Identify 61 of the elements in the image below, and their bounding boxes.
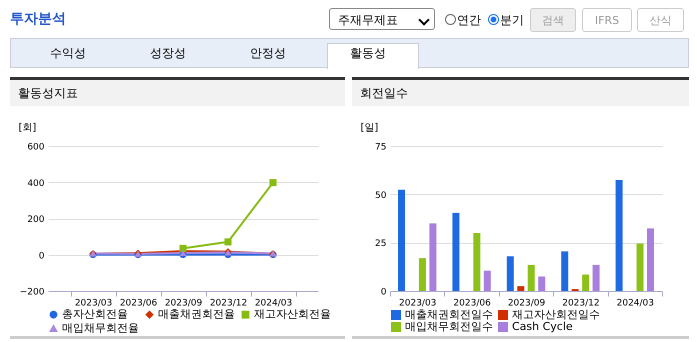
text: 연간 bbox=[457, 12, 481, 29]
x-tick-label: 2023/12 bbox=[210, 298, 248, 308]
x-tick-label: 2023/09 bbox=[164, 298, 202, 308]
y-tick-label: 75 bbox=[375, 142, 386, 152]
bar bbox=[538, 276, 546, 291]
text: 검색 bbox=[530, 8, 576, 32]
y-tick-label: 25 bbox=[375, 239, 386, 250]
chart-title: 회전일수 bbox=[352, 80, 689, 106]
legend-label: 매출채권회전율 bbox=[158, 308, 235, 321]
bar bbox=[561, 251, 568, 291]
text: 분기 bbox=[500, 12, 524, 29]
x-tick-label: 2024/03 bbox=[616, 298, 654, 308]
x-tick-label: 2023/12 bbox=[562, 298, 600, 308]
bar bbox=[616, 180, 623, 291]
y-tick-label: 50 bbox=[375, 190, 387, 201]
text: IFRS bbox=[582, 8, 632, 32]
legend-label: 매출채권회전일수 bbox=[405, 308, 493, 321]
text: 안정성 bbox=[250, 45, 286, 62]
y-tick-label: −200 bbox=[20, 288, 45, 298]
bar bbox=[418, 258, 426, 291]
text: 투자분석 bbox=[10, 10, 66, 28]
x-tick-label: 2023/09 bbox=[508, 298, 546, 308]
bar bbox=[636, 243, 644, 291]
y-tick-label: 0 bbox=[38, 251, 45, 262]
y-tick-label: 0 bbox=[380, 288, 387, 298]
bar bbox=[398, 190, 406, 291]
bar bbox=[517, 286, 524, 291]
x-tick-label: 2023/03 bbox=[399, 298, 436, 308]
text: 주재무제표 bbox=[329, 8, 435, 30]
bar bbox=[429, 223, 436, 291]
legend-label: 매입채무회전율 bbox=[62, 322, 139, 334]
x-tick-label: 2023/03 bbox=[74, 298, 112, 308]
bar bbox=[506, 256, 514, 291]
text: 수익성 bbox=[50, 45, 86, 62]
text: 성장성 bbox=[150, 45, 186, 62]
point bbox=[224, 238, 232, 246]
bar bbox=[646, 228, 654, 291]
legend-label: 총자산회전율 bbox=[62, 308, 128, 321]
y-axis-title: [일] bbox=[360, 122, 378, 134]
bar bbox=[452, 212, 460, 291]
bar bbox=[592, 264, 600, 291]
bar bbox=[528, 264, 535, 291]
x-tick-label: 2023/06 bbox=[120, 298, 158, 308]
y-tick-label: 400 bbox=[27, 178, 45, 189]
legend-label: 매입채무회전일수 bbox=[405, 320, 493, 333]
point bbox=[269, 179, 277, 186]
y-axis-title: [회] bbox=[18, 122, 36, 134]
x-tick-label: 2024/03 bbox=[254, 298, 292, 308]
text: 산식 bbox=[637, 8, 684, 32]
y-tick-label: 600 bbox=[27, 142, 45, 152]
legend-label: Cash Cycle bbox=[512, 320, 573, 333]
legend-label: 재고자산회전율 bbox=[254, 308, 331, 321]
text: 활동성 bbox=[350, 45, 386, 62]
legend-label: 재고자산회전일수 bbox=[512, 308, 600, 321]
bar bbox=[582, 274, 590, 291]
bar bbox=[473, 233, 480, 291]
chart-title: 활동성지표 bbox=[10, 80, 345, 106]
y-tick-label: 200 bbox=[27, 215, 45, 225]
point bbox=[179, 244, 187, 252]
x-tick-label: 2023/06 bbox=[453, 298, 492, 308]
bar bbox=[484, 270, 491, 291]
